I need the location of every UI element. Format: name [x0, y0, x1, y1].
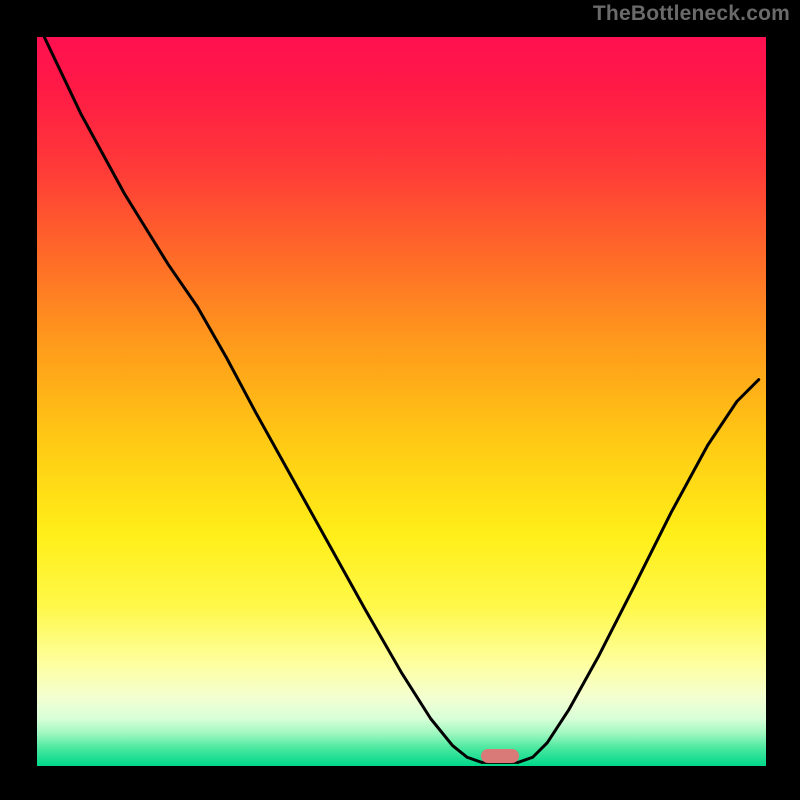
- plot-area: [37, 37, 766, 766]
- gradient-background: [37, 37, 766, 766]
- watermark-text: TheBottleneck.com: [593, 2, 790, 26]
- chart-frame: TheBottleneck.com: [0, 0, 800, 800]
- bottleneck-curve-chart: [37, 37, 766, 766]
- optimum-marker: [481, 749, 519, 763]
